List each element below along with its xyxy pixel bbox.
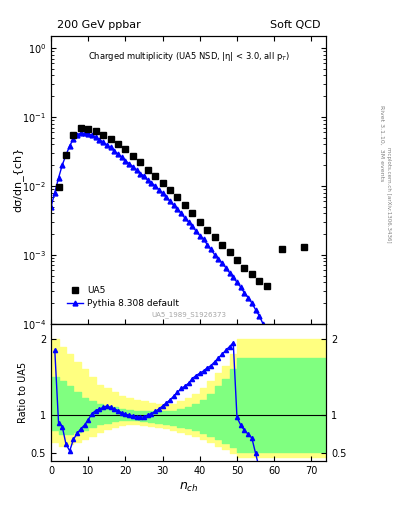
UA5 [160,180,165,186]
UA5 [220,242,224,248]
Pythia 8.308 default [67,143,72,149]
UA5 [190,210,195,217]
UA5 [279,246,284,252]
Line: UA5: UA5 [55,125,307,290]
Text: 200 GeV ppbar: 200 GeV ppbar [57,20,140,30]
UA5 [108,136,113,142]
Text: Rivet 3.1.10,  3M events: Rivet 3.1.10, 3M events [379,105,384,182]
UA5 [212,234,217,240]
Pythia 8.308 default [112,148,117,154]
UA5 [130,153,135,159]
Text: mcplots.cern.ch [arXiv:1306.3436]: mcplots.cern.ch [arXiv:1306.3436] [386,147,391,242]
Text: Charged multiplicity (UA5 NSD, |η| < 3.0, all p$_T$): Charged multiplicity (UA5 NSD, |η| < 3.0… [88,50,290,63]
UA5 [168,186,173,193]
UA5 [197,219,202,225]
Pythia 8.308 default [242,290,247,296]
Pythia 8.308 default [127,161,132,167]
X-axis label: $n_{ch}$: $n_{ch}$ [179,481,198,494]
UA5 [116,141,120,147]
UA5 [301,244,306,250]
UA5 [250,271,254,278]
Y-axis label: Ratio to UA5: Ratio to UA5 [18,361,28,423]
UA5 [138,159,143,165]
Pythia 8.308 default [156,186,161,193]
UA5 [123,146,128,152]
Pythia 8.308 default [275,348,280,354]
UA5 [71,132,76,138]
UA5 [101,132,105,138]
UA5 [205,227,209,233]
Pythia 8.308 default [290,390,295,396]
Text: Soft QCD: Soft QCD [270,20,321,30]
Line: Pythia 8.308 default: Pythia 8.308 default [49,131,295,395]
UA5 [94,128,98,134]
Pythia 8.308 default [79,130,83,136]
UA5 [242,265,247,271]
UA5 [64,152,68,158]
UA5 [79,125,83,132]
UA5 [227,249,232,255]
UA5 [183,202,187,208]
UA5 [145,167,150,173]
Text: UA5_1989_S1926373: UA5_1989_S1926373 [151,311,226,318]
Legend: UA5, Pythia 8.308 default: UA5, Pythia 8.308 default [64,284,182,311]
UA5 [86,126,91,132]
UA5 [264,283,269,289]
UA5 [175,195,180,201]
Pythia 8.308 default [49,204,53,210]
UA5 [56,184,61,190]
UA5 [153,173,158,179]
Y-axis label: dσ/dn_{ch}: dσ/dn_{ch} [13,147,24,212]
UA5 [257,278,262,284]
UA5 [235,257,239,263]
